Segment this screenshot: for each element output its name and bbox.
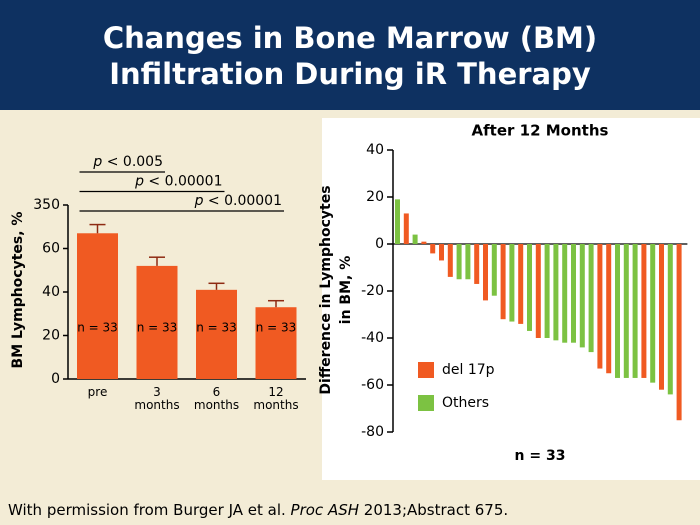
bar	[659, 244, 664, 390]
bar-label: n = 33	[77, 321, 118, 335]
bar	[579, 244, 585, 348]
footer: With permission from Burger JA et al. Pr…	[8, 501, 508, 519]
bar	[527, 244, 532, 331]
y-axis-label: in BM, %	[338, 256, 354, 324]
x-tick-label: pre	[88, 385, 108, 399]
bar	[395, 199, 400, 244]
footer-text: 2013;Abstract 675.	[359, 501, 508, 519]
y-tick-label: -80	[361, 424, 384, 440]
y-tick-label: -20	[361, 283, 384, 299]
bar	[518, 244, 524, 324]
y-tick-label: 20	[366, 189, 384, 205]
x-axis-label: n = 33	[515, 448, 566, 464]
bar	[562, 244, 568, 343]
y-tick-label: 60	[42, 241, 60, 257]
comparison-label: p < 0.00001	[194, 193, 282, 209]
p-symbol: p	[194, 193, 204, 209]
bar-label: n = 33	[137, 321, 178, 335]
y-axis-label: BM Lymphocytes, %	[10, 212, 26, 369]
bar	[456, 244, 462, 280]
bar	[77, 233, 118, 379]
bar	[544, 244, 550, 338]
chart-title: After 12 Months	[472, 122, 609, 140]
y-tick-label: 350	[33, 197, 60, 213]
bar	[412, 234, 418, 244]
bar	[509, 244, 515, 322]
x-tick-label: 12 months	[253, 385, 298, 412]
bar	[606, 244, 612, 374]
y-tick-label: 0	[375, 236, 384, 252]
y-tick-label: -60	[361, 377, 384, 393]
bar	[641, 244, 647, 378]
bar	[500, 244, 506, 320]
comparison-text: < 0.00001	[148, 174, 222, 190]
y-tick-label: 20	[42, 328, 60, 344]
bar	[623, 244, 629, 378]
bar	[597, 244, 603, 369]
comparison-label: p < 0.00001	[134, 174, 222, 190]
header-band	[0, 0, 700, 110]
bar	[676, 244, 682, 421]
bar	[535, 244, 541, 338]
comparison-text: < 0.00001	[208, 193, 282, 209]
x-tick-label: 3 months	[134, 385, 179, 412]
bar	[403, 213, 409, 244]
bar	[136, 265, 178, 379]
bar	[483, 244, 488, 301]
bar	[439, 244, 444, 261]
y-tick-label: 40	[42, 284, 60, 300]
legend-label: del 17p	[442, 362, 495, 378]
bar	[430, 244, 436, 254]
bar	[447, 244, 453, 277]
footer-text: With permission from Burger JA et al.	[8, 501, 291, 519]
footer-journal: Proc ASH	[291, 501, 359, 519]
bar	[667, 244, 673, 395]
legend-swatch	[418, 395, 434, 411]
bar	[255, 307, 297, 379]
legend-swatch	[418, 362, 434, 378]
bar	[588, 244, 594, 353]
bar	[571, 244, 576, 343]
bar	[632, 244, 638, 378]
y-axis-label: Difference in Lymphocytes	[318, 185, 334, 394]
bar	[650, 244, 656, 383]
bar	[474, 244, 480, 284]
bar	[553, 244, 559, 341]
slide-title: Infiltration During iR Therapy	[109, 57, 591, 91]
bar-label: n = 33	[256, 321, 297, 335]
bar	[421, 241, 427, 244]
p-symbol: p	[92, 154, 102, 170]
y-tick-label: -40	[361, 330, 384, 346]
y-tick-label: 0	[51, 371, 60, 387]
comparison-label: p < 0.005	[92, 154, 163, 170]
bar	[196, 289, 237, 379]
legend-label: Others	[442, 395, 489, 411]
bar-label: n = 33	[196, 321, 237, 335]
bar	[615, 244, 620, 378]
bar	[491, 244, 497, 296]
bar	[465, 244, 471, 280]
y-tick-label: 40	[366, 142, 384, 158]
slide-title: Changes in Bone Marrow (BM)	[103, 21, 597, 55]
x-tick-label: 6 months	[194, 385, 239, 412]
p-symbol: p	[134, 174, 144, 190]
comparison-text: < 0.005	[107, 154, 163, 170]
